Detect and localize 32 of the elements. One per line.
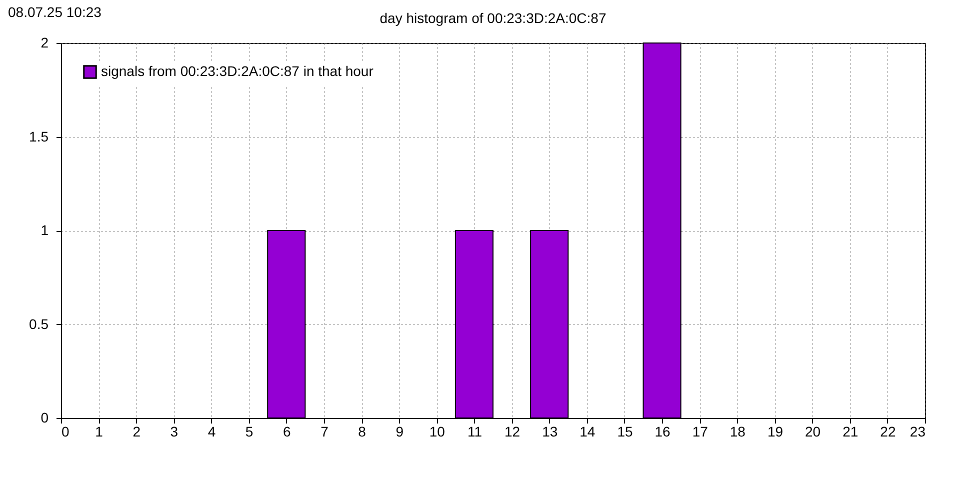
x-tick-label: 3 (170, 424, 178, 440)
y-tick-label: 0 (40, 410, 49, 426)
x-tick-label: 4 (208, 424, 216, 440)
x-tick-label: 6 (282, 424, 291, 440)
x-tick-label: 21 (842, 424, 858, 440)
legend-label: signals from 00:23:3D:2A:0C:87 in that hour (101, 63, 374, 79)
x-tick-label: 12 (504, 424, 520, 440)
x-tick-label: 5 (245, 424, 254, 440)
x-tick-label: 9 (396, 424, 404, 440)
x-tick-label: 8 (358, 424, 366, 440)
x-tick-label: 2 (132, 424, 141, 440)
x-tick-label: 11 (467, 424, 482, 440)
x-tick-label: 1 (95, 424, 104, 440)
x-tick-label: 19 (767, 424, 784, 440)
y-tick-label: 1.5 (29, 128, 49, 144)
x-tick-label: 23 (910, 424, 926, 440)
x-tick-label: 14 (580, 424, 596, 440)
x-tick-label: 13 (542, 424, 558, 440)
y-tick-label: 2 (40, 34, 49, 50)
x-tick-label: 18 (730, 424, 746, 440)
y-tick-label: 1 (40, 222, 49, 238)
y-tick-label: 0.5 (29, 316, 49, 332)
x-tick-label: 7 (320, 424, 329, 440)
text: 08.07.25 10:23 (8, 4, 102, 20)
x-tick-label: 16 (654, 424, 671, 440)
x-tick-label: 0 (62, 424, 70, 440)
chart-title: day histogram of 00:23:3D:2A:0C:87 (380, 10, 606, 26)
x-tick-label: 20 (805, 424, 821, 440)
x-tick-label: 22 (880, 424, 896, 440)
x-tick-label: 17 (692, 424, 708, 440)
x-tick-label: 10 (429, 424, 446, 440)
x-tick-label: 15 (617, 424, 633, 440)
